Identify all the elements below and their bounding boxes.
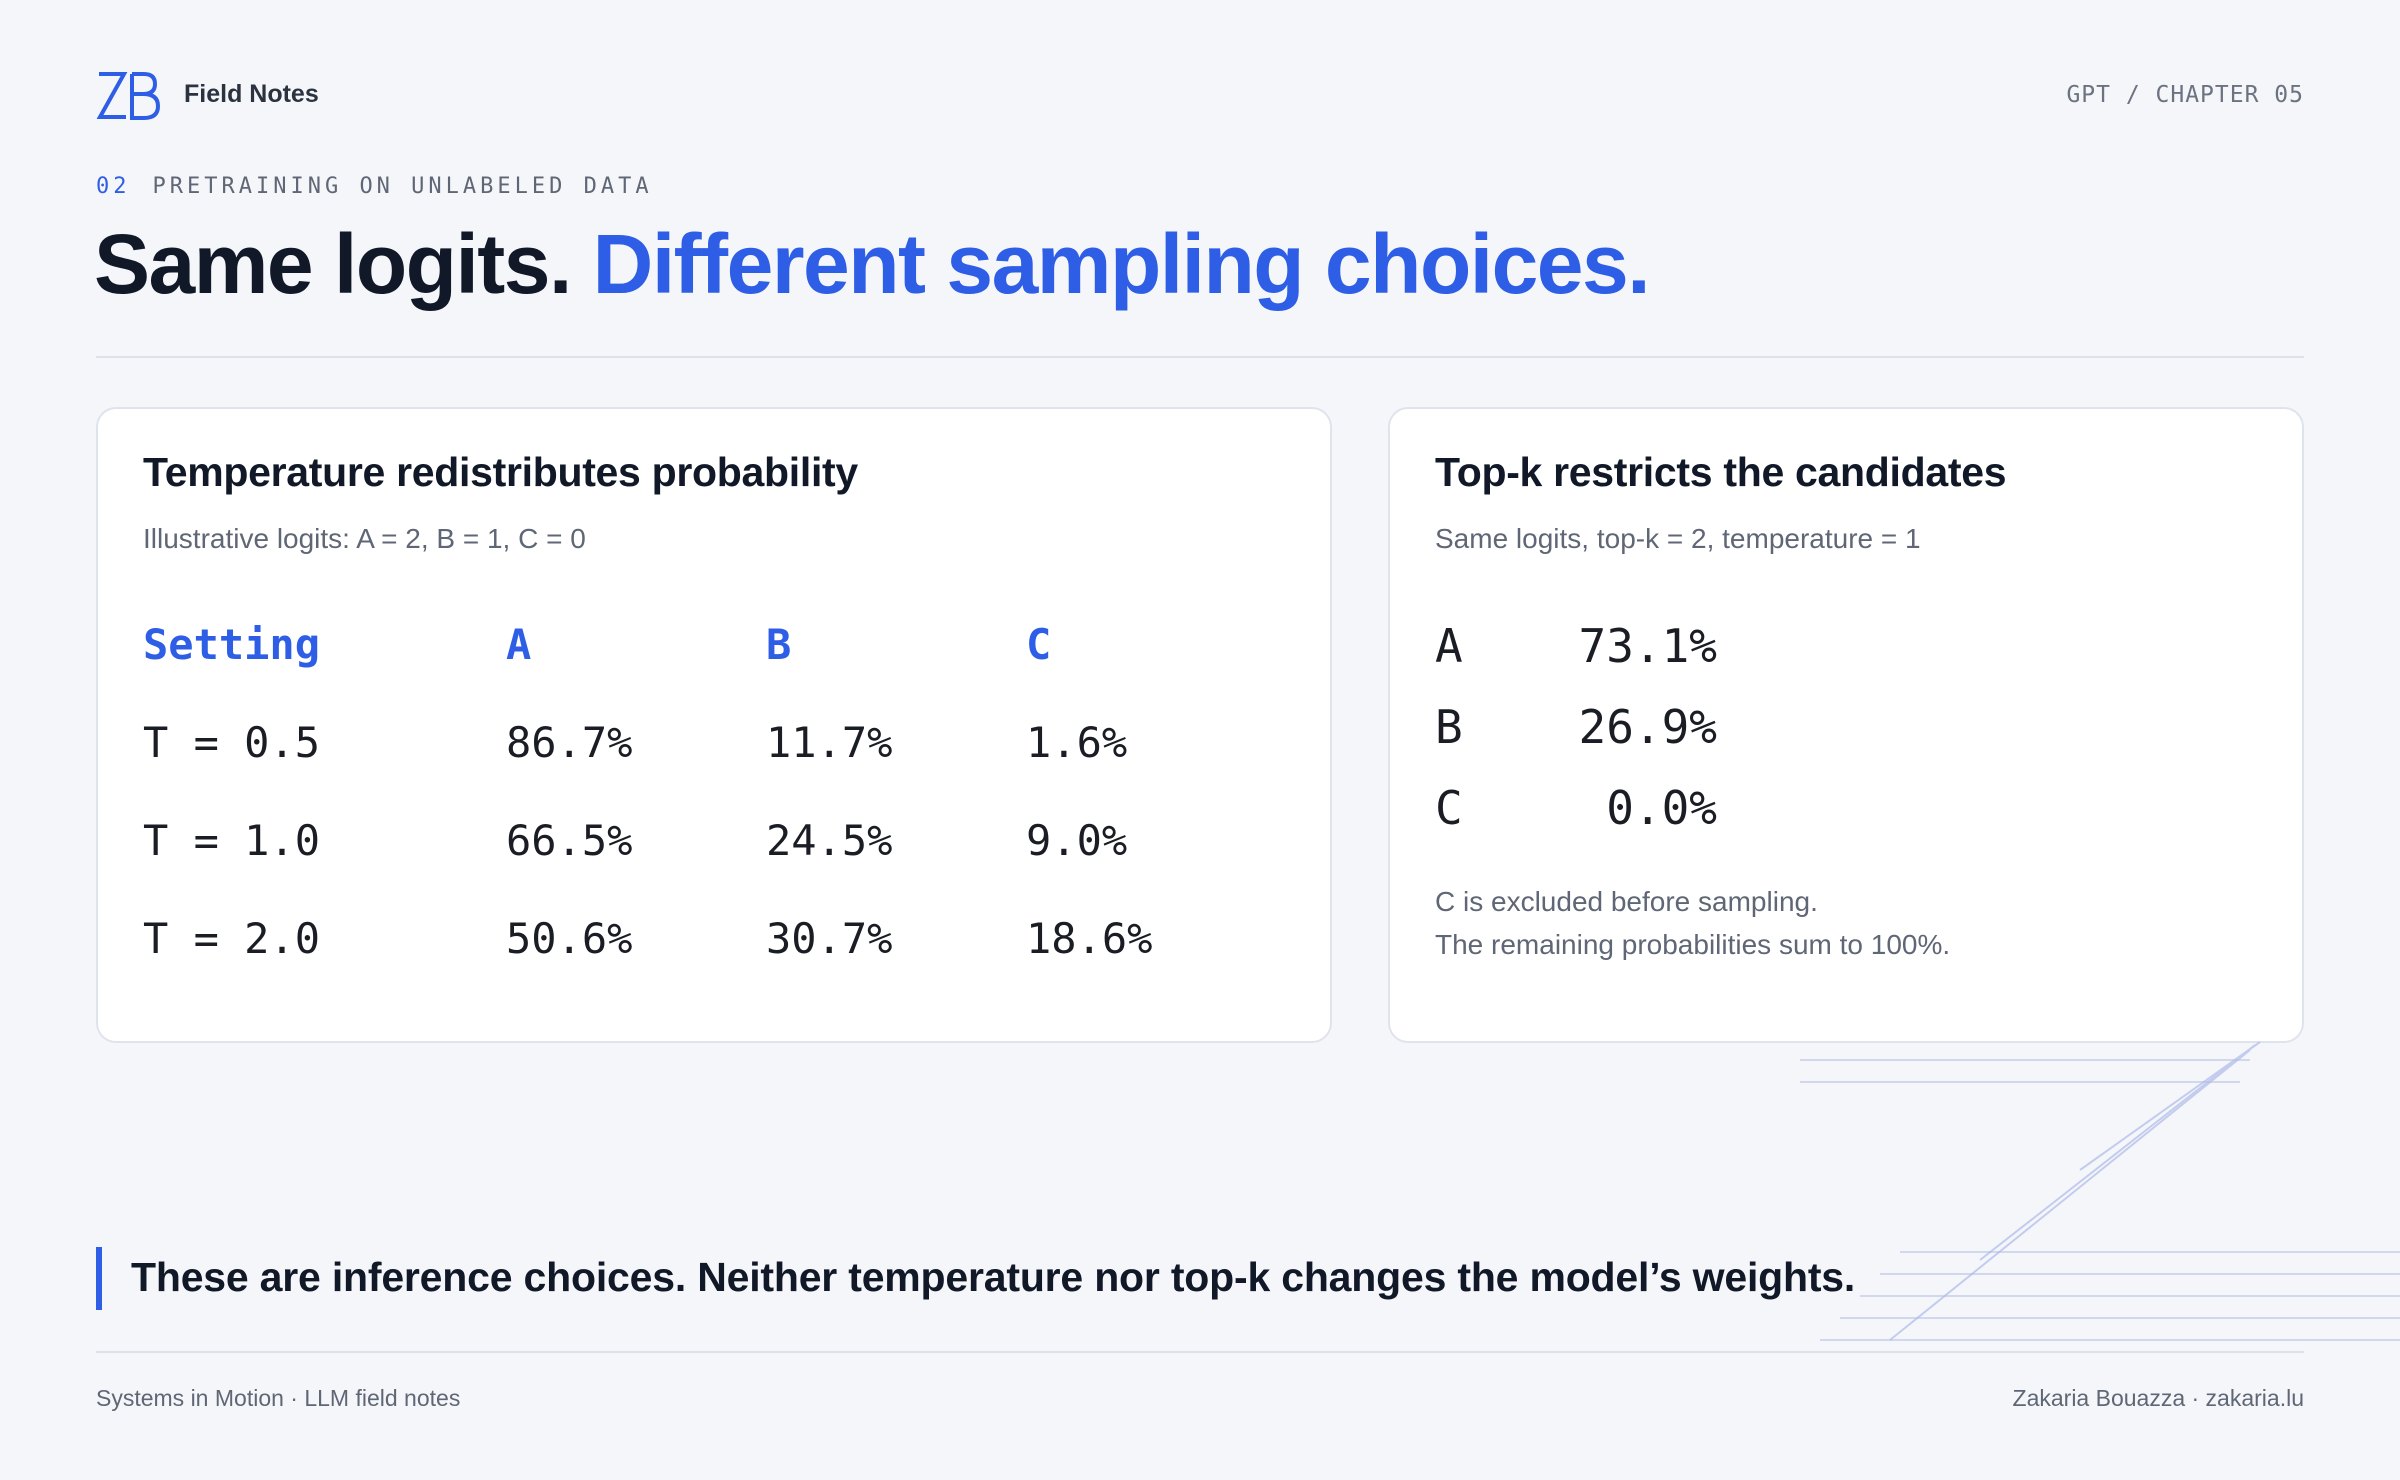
brand-name: Field Notes (184, 80, 319, 108)
column-header: C (1026, 619, 1052, 669)
table-cell: T = 1.0 (143, 815, 321, 865)
title-accent: Different sampling choices. (592, 217, 1651, 311)
list-item: C 0.0% (1435, 767, 1717, 848)
token-label: A (1435, 618, 1463, 673)
footer-divider (96, 1351, 2304, 1353)
topk-note-line: C is excluded before sampling. (1435, 886, 1818, 917)
topk-note-line: The remaining probabilities sum to 100%. (1435, 929, 1951, 960)
table-cell: 86.7% (506, 717, 633, 767)
table-row: T = 1.0 66.5% 24.5% 9.0% (143, 791, 1206, 889)
temperature-table: Setting A B C T = 0.5 86.7% 11.7% 1.6% T… (143, 595, 1206, 987)
column-header: B (766, 619, 792, 669)
decorative-lines (1800, 1041, 2400, 1341)
topk-note: C is excluded before sampling. The remai… (1435, 880, 1950, 966)
token-label: B (1435, 699, 1463, 754)
temperature-card-subtitle: Illustrative logits: A = 2, B = 1, C = 0 (143, 523, 586, 554)
topk-card-subtitle: Same logits, top-k = 2, temperature = 1 (1435, 523, 1921, 554)
section-eyebrow: 02 PRETRAINING ON UNLABELED DATA (96, 174, 653, 199)
table-cell: 18.6% (1026, 913, 1153, 963)
column-header: Setting (143, 619, 321, 669)
topk-card-title: Top-k restricts the candidates (1435, 449, 2007, 495)
table-cell: 9.0% (1026, 815, 1128, 865)
list-item: A 73.1% (1435, 605, 1717, 686)
topk-card: Top-k restricts the candidates Same logi… (1388, 407, 2304, 1043)
token-label: C (1435, 780, 1463, 835)
title-main: Same logits. (94, 217, 572, 311)
table-row: T = 2.0 50.6% 30.7% 18.6% (143, 889, 1206, 987)
footer-left: Systems in Motion · LLM field notes (96, 1385, 461, 1411)
table-cell: T = 2.0 (143, 913, 321, 963)
token-probability: 0.0% (1606, 780, 1717, 835)
zb-logo (96, 72, 160, 120)
column-header: A (506, 619, 532, 669)
table-cell: 24.5% (766, 815, 893, 865)
chapter-label: GPT / CHAPTER 05 (2066, 82, 2304, 108)
section-title: PRETRAINING ON UNLABELED DATA (152, 174, 653, 199)
table-cell: T = 0.5 (143, 717, 321, 767)
table-row: T = 0.5 86.7% 11.7% 1.6% (143, 693, 1206, 791)
table-header-row: Setting A B C (143, 595, 1206, 693)
footer-right: Zakaria Bouazza · zakaria.lu (2012, 1385, 2304, 1411)
table-cell: 66.5% (506, 815, 633, 865)
table-cell: 30.7% (766, 913, 893, 963)
page-title: Same logits. Different sampling choices. (94, 217, 1651, 311)
table-cell: 50.6% (506, 913, 633, 963)
list-item: B 26.9% (1435, 686, 1717, 767)
token-probability: 26.9% (1578, 699, 1717, 754)
quote-accent-bar (96, 1247, 102, 1310)
temperature-card: Temperature redistributes probability Il… (96, 407, 1332, 1043)
table-cell: 1.6% (1026, 717, 1128, 767)
token-probability: 73.1% (1578, 618, 1717, 673)
temperature-card-title: Temperature redistributes probability (143, 449, 858, 495)
table-cell: 11.7% (766, 717, 893, 767)
callout-quote: These are inference choices. Neither tem… (131, 1254, 1856, 1300)
section-number: 02 (96, 174, 131, 199)
topk-list: A 73.1% B 26.9% C 0.0% (1435, 605, 1717, 848)
header-divider (96, 356, 2304, 358)
